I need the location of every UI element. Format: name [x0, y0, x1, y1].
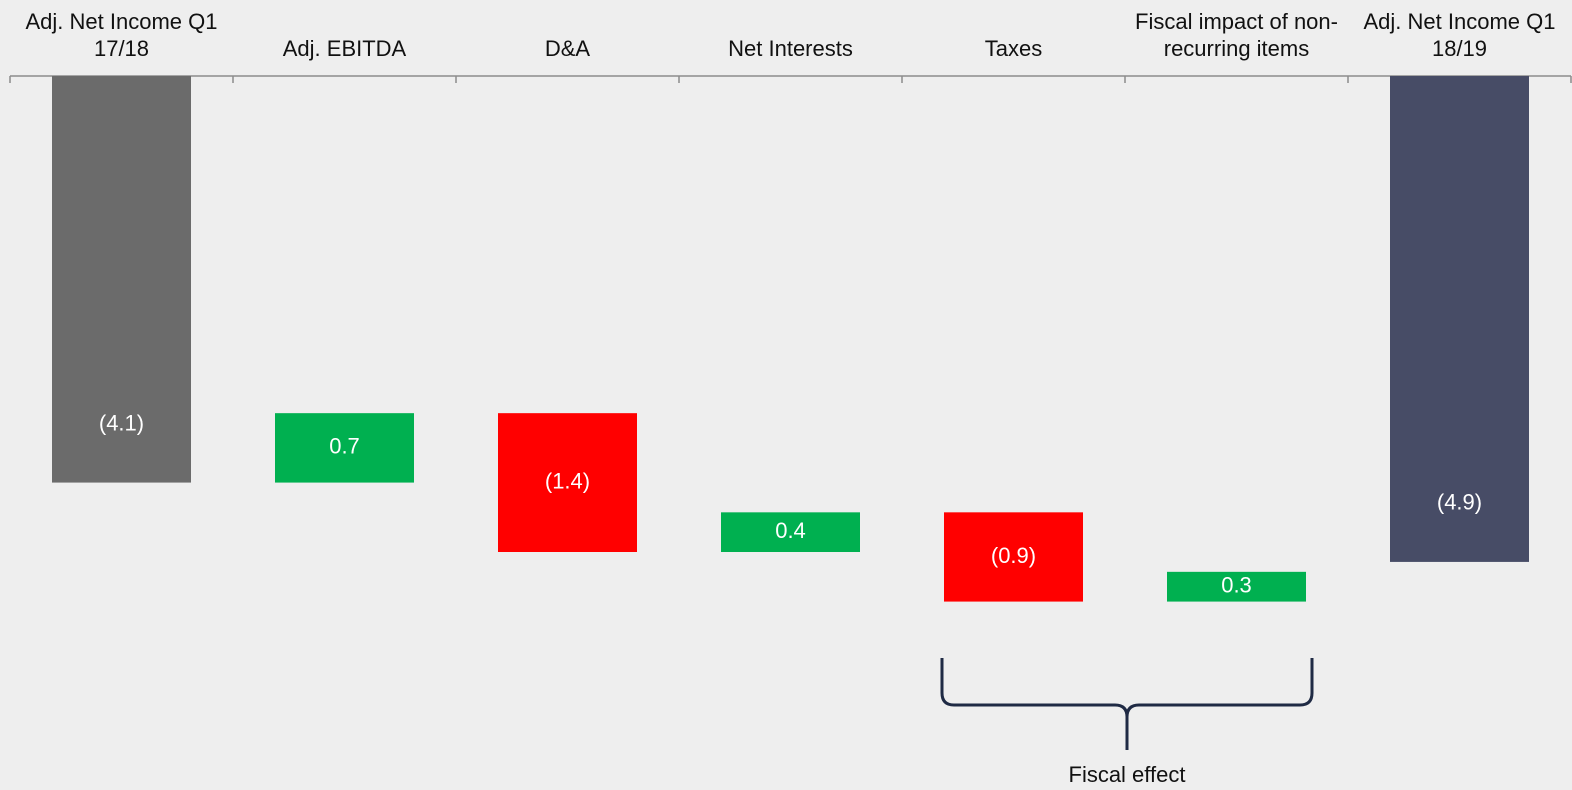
category-label: Fiscal impact of non-recurring items	[1135, 9, 1338, 61]
value-label: 0.4	[775, 518, 806, 543]
bracket	[940, 658, 1314, 750]
category-label: Adj. Net Income Q1 17/18	[25, 9, 218, 61]
bar	[1167, 571, 1306, 602]
value-label: (4.1)	[99, 410, 144, 435]
bar	[52, 76, 191, 483]
value-label: (1.4)	[545, 468, 590, 493]
category-label: Adj. Net Income Q1 18/19	[1363, 9, 1556, 61]
bar	[498, 413, 637, 552]
category-label: Adj. EBITDA	[282, 36, 407, 61]
value-label: 0.3	[1221, 573, 1252, 598]
bar	[944, 512, 1083, 602]
annotation: Fiscal effect	[1069, 762, 1186, 787]
value-label: 0.7	[329, 434, 360, 459]
bar	[1390, 76, 1529, 562]
bar	[721, 512, 860, 552]
value-label: (4.9)	[1437, 490, 1482, 515]
category-label: Net Interests	[728, 36, 853, 61]
value-label: (0.9)	[991, 543, 1036, 568]
category-label: Taxes	[984, 36, 1043, 61]
bar	[275, 413, 414, 483]
category-label: D&A	[544, 36, 591, 61]
